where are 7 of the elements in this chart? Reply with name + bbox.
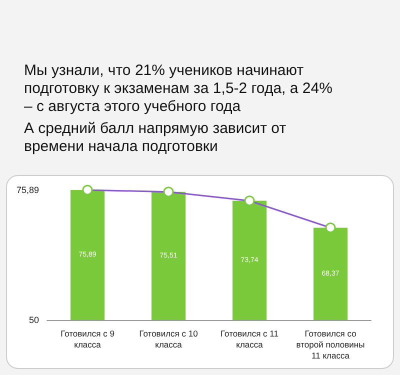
y-tick-label: 50 xyxy=(28,315,39,325)
x-tick-label: Готовился с 11 класса xyxy=(220,328,279,350)
x-tick-label: Готовился с 10 класса xyxy=(139,328,198,350)
chart-title: Мы узнали, что 21% учеников начинают подготовку к экзаменам за 1,5-2 года, а 24% – с августа этого учебного года xyxy=(24,62,334,116)
x-tick-label: Готовился с 9 класса xyxy=(60,328,115,350)
chart-subtitle: А средний балл напрямую зависит от времени начала подготовки xyxy=(24,120,288,156)
x-tick-label: Готовился со второй половины 11 класса xyxy=(296,328,365,360)
